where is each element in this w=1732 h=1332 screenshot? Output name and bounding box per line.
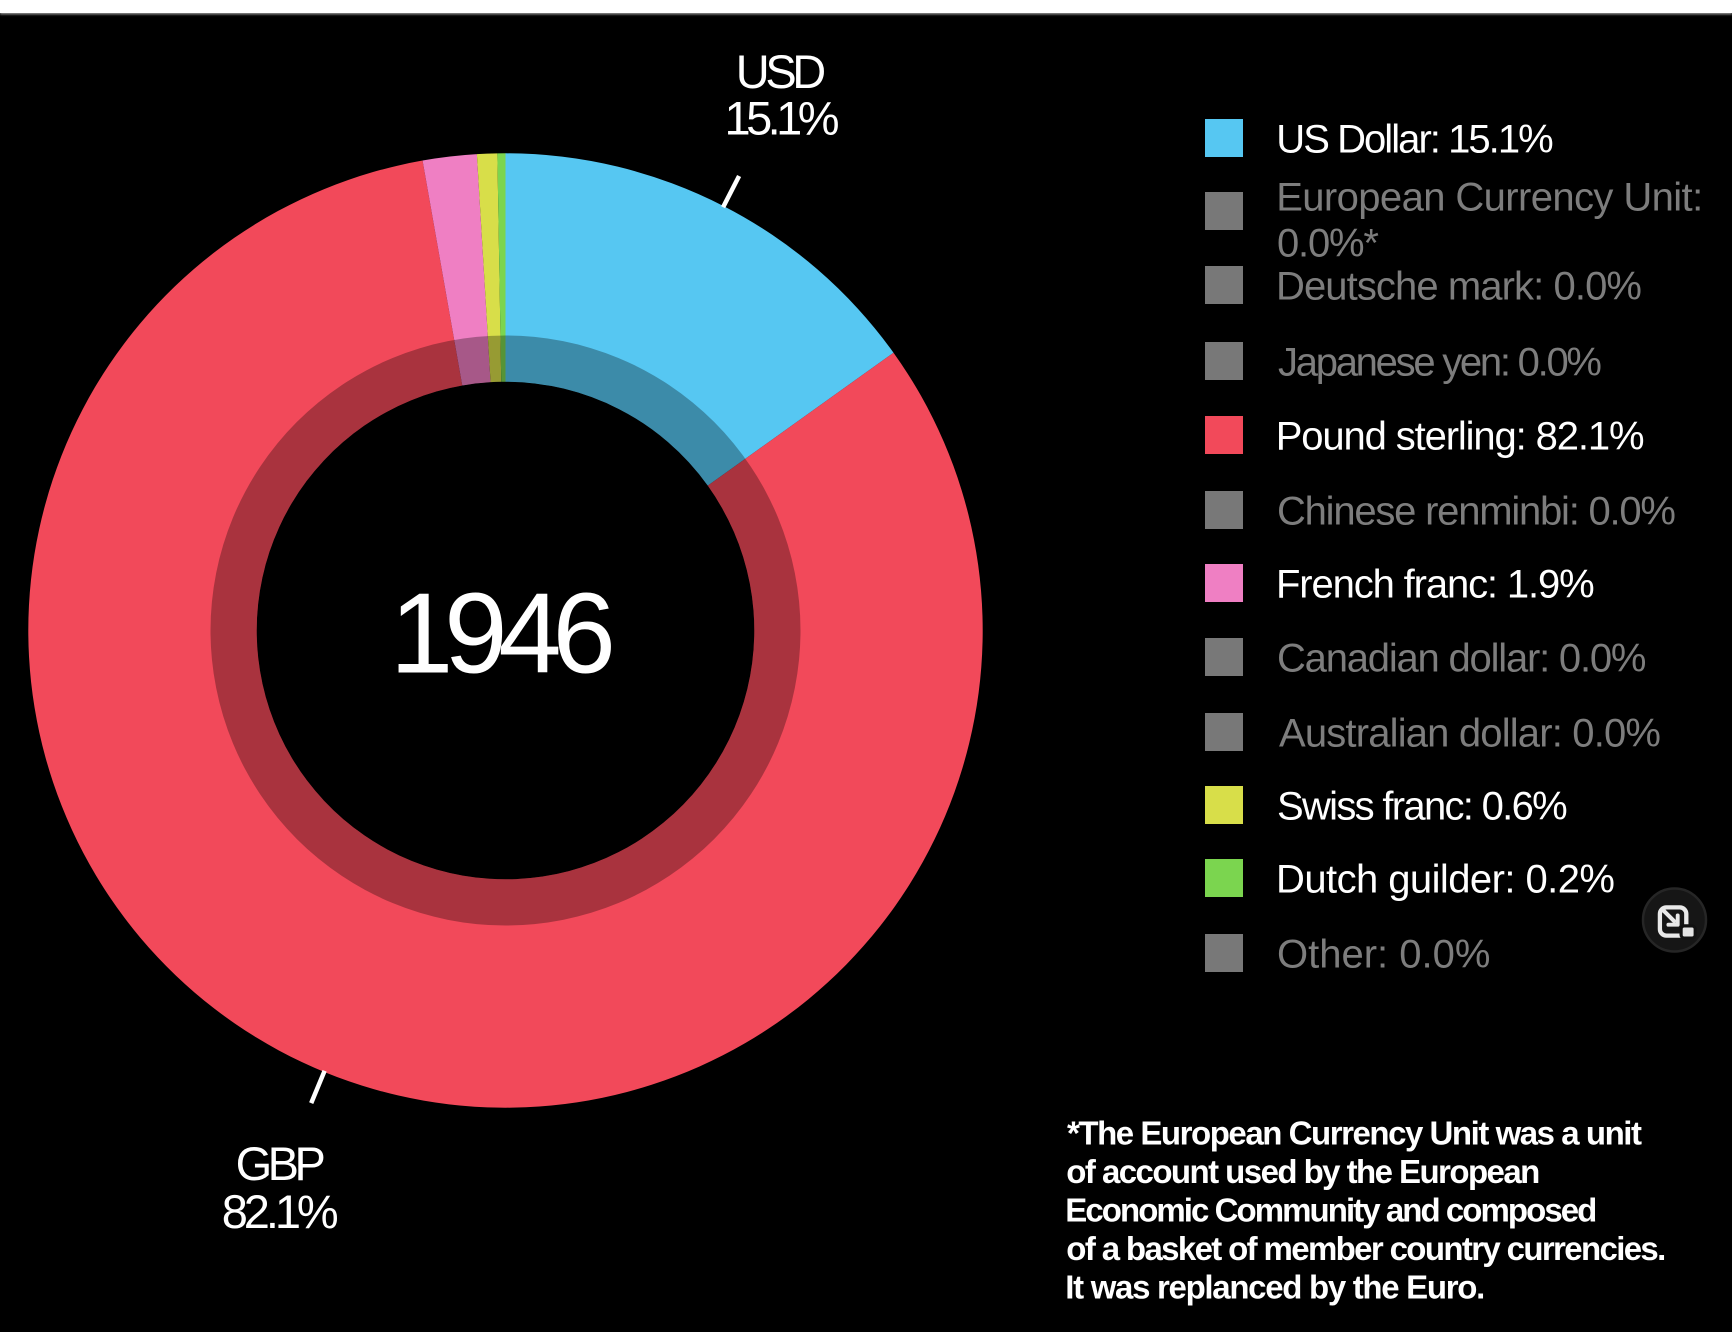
svg-text:Japanese yen: 0.0%: Japanese yen: 0.0% <box>1278 341 1602 385</box>
svg-text:USD: USD <box>736 45 826 98</box>
svg-text:Swiss franc: 0.6%: Swiss franc: 0.6% <box>1277 785 1568 829</box>
svg-text:GBP: GBP <box>236 1137 326 1190</box>
svg-text:0.0%*: 0.0%* <box>1277 222 1379 266</box>
svg-text:It was replanced by the Euro.: It was replanced by the Euro. <box>1065 1269 1485 1306</box>
svg-text:82.1%: 82.1% <box>222 1185 339 1238</box>
svg-text:Australian dollar: 0.0%: Australian dollar: 0.0% <box>1279 712 1661 756</box>
svg-text:Dutch guilder: 0.2%: Dutch guilder: 0.2% <box>1276 858 1615 902</box>
svg-text:Canadian dollar: 0.0%: Canadian dollar: 0.0% <box>1277 637 1647 681</box>
svg-text:European Currency Unit:: European Currency Unit: <box>1276 176 1703 220</box>
svg-text:French franc: 1.9%: French franc: 1.9% <box>1276 563 1595 607</box>
svg-text:1946: 1946 <box>390 571 616 698</box>
svg-text:Chinese renminbi: 0.0%: Chinese renminbi: 0.0% <box>1277 490 1676 534</box>
svg-text:of a basket of member country: of a basket of member country currencies… <box>1066 1230 1666 1267</box>
svg-text:of account used by the Europea: of account used by the European <box>1066 1153 1540 1190</box>
svg-text:US Dollar: 15.1%: US Dollar: 15.1% <box>1276 118 1553 162</box>
svg-text:15.1%: 15.1% <box>725 91 840 144</box>
svg-text:Pound sterling: 82.1%: Pound sterling: 82.1% <box>1276 415 1645 459</box>
svg-text:Other: 0.0%: Other: 0.0% <box>1277 933 1490 977</box>
svg-text:Economic Community and compose: Economic Community and composed <box>1065 1192 1597 1229</box>
svg-text:Deutsche mark: 0.0%: Deutsche mark: 0.0% <box>1276 265 1642 309</box>
svg-text:*The European Currency Unit wa: *The European Currency Unit was a unit <box>1067 1115 1642 1152</box>
